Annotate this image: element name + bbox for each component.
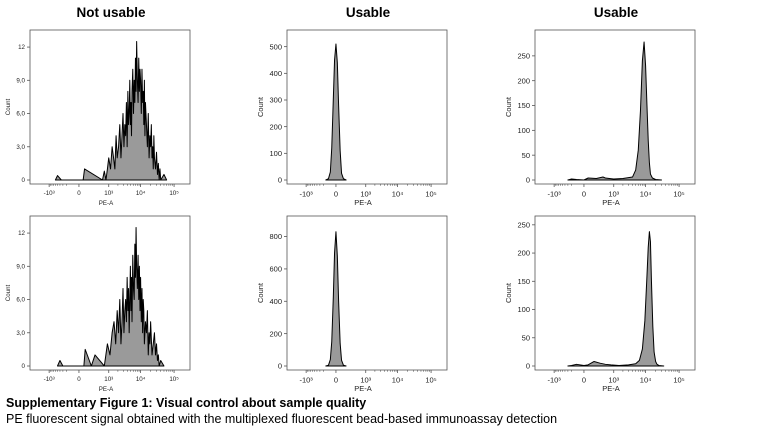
y-tick-label: 3,0 bbox=[16, 330, 25, 337]
y-tick-label: 400 bbox=[269, 69, 282, 78]
y-axis-label: Count bbox=[256, 282, 265, 303]
histogram-area bbox=[325, 231, 347, 367]
y-tick-label: 200 bbox=[269, 329, 282, 338]
y-axis-label: Count bbox=[5, 98, 12, 115]
histogram-area bbox=[54, 41, 168, 181]
x-axis-label: PE-A bbox=[99, 200, 114, 207]
figure-caption-title: Supplementary Figure 1: Visual control a… bbox=[6, 396, 367, 410]
y-tick-label: 400 bbox=[269, 297, 282, 306]
x-tick-label: 10³ bbox=[360, 376, 371, 385]
y-tick-label: 50 bbox=[522, 151, 530, 160]
y-tick-label: 12 bbox=[18, 230, 25, 237]
y-axis-label: Count bbox=[5, 284, 12, 301]
y-tick-label: 0 bbox=[22, 363, 26, 370]
x-tick-label: 10⁵ bbox=[425, 376, 436, 385]
y-tick-label: 300 bbox=[269, 96, 282, 105]
plot-frame bbox=[286, 29, 448, 185]
y-tick-label: 200 bbox=[269, 122, 282, 131]
x-tick-label: 10⁵ bbox=[673, 190, 684, 199]
y-tick-label: 250 bbox=[517, 51, 530, 60]
x-tick-label: 10⁴ bbox=[640, 376, 652, 385]
x-tick-label: -10³ bbox=[44, 376, 55, 383]
x-tick-label: -10³ bbox=[299, 190, 313, 199]
x-tick-label: 10⁴ bbox=[136, 190, 146, 197]
plot-frame bbox=[29, 215, 191, 371]
x-tick-label: 10⁴ bbox=[392, 376, 404, 385]
y-tick-label: 200 bbox=[517, 76, 530, 85]
x-tick-label: 10⁴ bbox=[392, 190, 404, 199]
x-tick-label: 0 bbox=[334, 376, 338, 385]
y-tick-label: 9,0 bbox=[16, 77, 25, 84]
y-tick-label: 9,0 bbox=[16, 263, 25, 270]
y-tick-label: 0 bbox=[526, 176, 530, 185]
y-tick-label: 50 bbox=[522, 333, 530, 342]
histogram-panel-row2-col1: 0 3,0 6,0 9,0 12 -10³ 0 10³ 10⁴ 10⁵ PE-A Count bbox=[5, 215, 191, 393]
x-tick-label: 0 bbox=[582, 376, 586, 385]
y-tick-label: 150 bbox=[517, 101, 530, 110]
x-tick-label: -10³ bbox=[547, 190, 561, 199]
x-axis-label: PE-A bbox=[602, 198, 620, 207]
y-tick-label: 6,0 bbox=[16, 111, 25, 118]
x-tick-label: 10³ bbox=[104, 190, 113, 197]
plot-frame bbox=[286, 215, 448, 371]
histogram-area bbox=[567, 231, 665, 367]
y-tick-label: 600 bbox=[269, 265, 282, 274]
x-tick-label: -10³ bbox=[547, 376, 561, 385]
x-tick-label: 10⁴ bbox=[640, 190, 652, 199]
y-tick-label: 100 bbox=[517, 126, 530, 135]
x-tick-label: 10³ bbox=[360, 190, 371, 199]
x-tick-label: 10³ bbox=[608, 376, 619, 385]
x-tick-label: 10⁵ bbox=[673, 376, 684, 385]
x-tick-label: 10⁵ bbox=[425, 190, 436, 199]
histogram-panel-row1-col2: 0 100 200 300 400 500 -10³ 0 10³ 10⁴ 10⁵ PE-A Count bbox=[256, 29, 448, 207]
figure-caption-subtitle: PE fluorescent signal obtained with the … bbox=[6, 412, 558, 426]
histogram-area bbox=[57, 227, 165, 367]
x-axis-label: PE-A bbox=[354, 384, 372, 393]
column-title-2: Usable bbox=[345, 5, 391, 20]
y-tick-label: 150 bbox=[517, 277, 530, 286]
column-title-1: Not usable bbox=[76, 5, 146, 20]
y-tick-label: 100 bbox=[517, 305, 530, 314]
y-tick-label: 500 bbox=[269, 42, 282, 51]
x-tick-label: 10³ bbox=[104, 376, 113, 383]
histogram-panel-row1-col3: 0 50 100 150 200 250 -10³ 0 10³ 10⁴ 10⁵ PE-A Count bbox=[504, 29, 696, 207]
x-tick-label: 0 bbox=[334, 190, 338, 199]
histogram-panel-row2-col2: 0 200 400 600 800 -10³ 0 10³ 10⁴ 10⁵ PE-A Count bbox=[256, 215, 448, 393]
y-tick-label: 12 bbox=[18, 44, 25, 51]
y-tick-label: 3,0 bbox=[16, 144, 25, 151]
y-tick-label: 0 bbox=[278, 362, 282, 371]
histogram-area bbox=[325, 43, 347, 181]
y-tick-label: 200 bbox=[517, 249, 530, 258]
y-tick-label: 800 bbox=[269, 232, 282, 241]
y-tick-label: 0 bbox=[22, 177, 26, 184]
x-axis-label: PE-A bbox=[602, 384, 620, 393]
histogram-panel-row1-col1: 0 3,0 6,0 9,0 12 -10³ 0 10³ 10⁴ 10⁵ PE-A Count bbox=[5, 29, 191, 207]
x-axis-label: PE-A bbox=[354, 198, 372, 207]
histogram-area bbox=[567, 41, 663, 181]
y-tick-label: 0 bbox=[278, 176, 282, 185]
x-tick-label: 10³ bbox=[608, 190, 619, 199]
x-tick-label: 0 bbox=[77, 376, 81, 383]
y-tick-label: 250 bbox=[517, 220, 530, 229]
y-axis-label: Count bbox=[504, 282, 513, 303]
y-axis-label: Count bbox=[504, 96, 513, 117]
plot-frame bbox=[29, 29, 191, 185]
plot-frame bbox=[534, 215, 696, 371]
y-tick-label: 0 bbox=[526, 362, 530, 371]
y-tick-label: 6,0 bbox=[16, 297, 25, 304]
column-title-3: Usable bbox=[593, 5, 639, 20]
x-tick-label: -10³ bbox=[299, 376, 313, 385]
x-axis-label: PE-A bbox=[99, 386, 114, 393]
plot-frame bbox=[534, 29, 696, 185]
x-tick-label: 10⁵ bbox=[169, 190, 179, 197]
x-tick-label: 0 bbox=[582, 190, 586, 199]
histogram-panel-row2-col3: 0 50 100 150 200 250 -10³ 0 10³ 10⁴ 10⁵ PE-A Count bbox=[504, 215, 696, 393]
y-axis-label: Count bbox=[256, 96, 265, 117]
y-tick-label: 100 bbox=[269, 149, 282, 158]
x-tick-label: 10⁵ bbox=[169, 376, 179, 383]
x-tick-label: -10³ bbox=[44, 190, 55, 197]
x-tick-label: 10⁴ bbox=[136, 376, 146, 383]
x-tick-label: 0 bbox=[77, 190, 81, 197]
